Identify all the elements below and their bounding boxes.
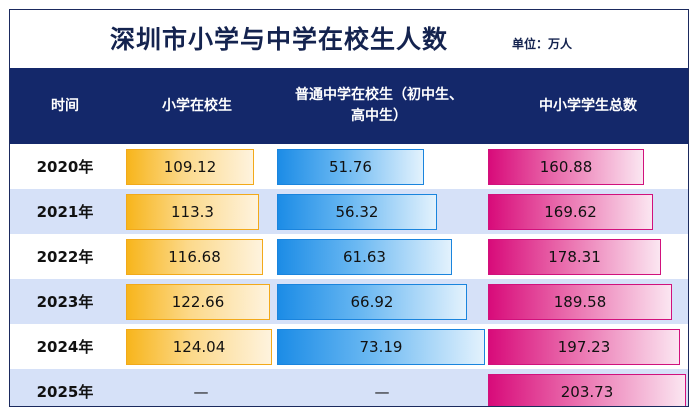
total-value: 189.58 [553, 293, 607, 311]
total-value: 160.88 [539, 158, 593, 176]
table-row: 2025年 — — 203.73 [10, 369, 688, 406]
chart-title: 深圳市小学与中学在校生人数 [110, 25, 449, 54]
primary-bar [126, 194, 259, 230]
year-label: 2021年 [36, 203, 94, 221]
total-value: 197.23 [557, 338, 611, 356]
primary-bar [126, 284, 270, 320]
year-label: 2020年 [36, 158, 94, 176]
total-value: 178.31 [548, 248, 601, 266]
year-label: 2023年 [36, 293, 94, 311]
table-row: 2021年 113.3 56.32 169.62 [10, 189, 688, 234]
table-row: 2023年 122.66 66.92 189.58 [10, 279, 688, 324]
total-value: 203.73 [560, 383, 614, 401]
primary-value: — [193, 383, 209, 401]
secondary-value: 73.19 [359, 338, 403, 356]
primary-value: 113.3 [171, 203, 214, 221]
title-bar: 深圳市小学与中学在校生人数 单位：万人 [10, 10, 688, 66]
secondary-value: 66.92 [350, 293, 394, 311]
year-label: 2022年 [36, 248, 94, 266]
primary-bar [126, 239, 263, 275]
total-bar [488, 149, 644, 185]
primary-value: 109.12 [163, 158, 217, 176]
chart-frame: 深圳市小学与中学在校生人数 单位：万人 时间 小学在校生 普通中学在校生（初中生… [9, 9, 689, 407]
header-total: 中小学学生总数 [539, 97, 637, 114]
total-value: 169.62 [544, 203, 597, 221]
table-header: 时间 小学在校生 普通中学在校生（初中生、 高中生） 中小学学生总数 [10, 68, 688, 144]
table-row: 2024年 124.04 73.19 197.23 [10, 324, 688, 369]
primary-bar [126, 329, 272, 365]
secondary-bar [277, 194, 437, 230]
primary-value: 124.04 [172, 338, 226, 356]
header-secondary-line1: 普通中学在校生（初中生、 [295, 87, 463, 103]
total-bar [488, 374, 686, 406]
secondary-value: 61.63 [343, 248, 386, 266]
primary-value: 122.66 [171, 293, 225, 311]
year-label: 2024年 [36, 338, 94, 356]
total-bar [488, 194, 653, 230]
secondary-value: 51.76 [329, 158, 372, 176]
total-bar [488, 329, 680, 365]
unit-label: 单位：万人 [512, 37, 573, 51]
header-primary: 小学在校生 [162, 97, 232, 114]
year-label: 2025年 [36, 383, 94, 401]
table-row: 2020年 109.12 51.76 160.88 [10, 144, 688, 189]
secondary-bar [277, 239, 452, 275]
primary-value: 116.68 [168, 248, 221, 266]
secondary-value: 56.32 [335, 203, 379, 221]
header-time: 时间 [51, 97, 79, 114]
secondary-value: — [374, 383, 390, 401]
secondary-bar [277, 284, 467, 320]
total-bar [488, 239, 661, 275]
secondary-bar [277, 149, 424, 185]
header-secondary: 普通中学在校生（初中生、 高中生） [272, 68, 486, 144]
primary-bar [126, 149, 254, 185]
total-bar [488, 284, 672, 320]
header-secondary-line2: 高中生） [351, 108, 407, 124]
table-row: 2022年 116.68 61.63 178.31 [10, 234, 688, 279]
secondary-bar [277, 329, 485, 365]
